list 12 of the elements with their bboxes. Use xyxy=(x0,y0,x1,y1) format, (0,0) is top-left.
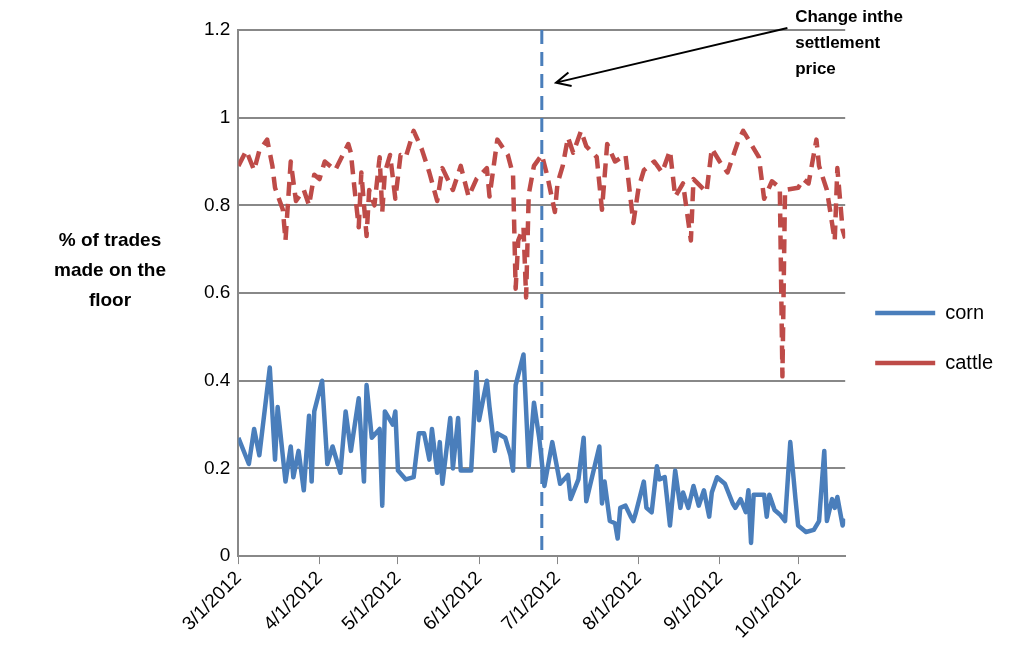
y-tick-label: 1.2 xyxy=(203,18,231,40)
y-axis-title: % of trades made on the floor xyxy=(53,228,167,312)
legend-label: cattle xyxy=(945,350,994,373)
y-tick-label: 1 xyxy=(219,105,231,127)
y-tick-label: 0 xyxy=(219,544,231,566)
y-tick-label: 0.4 xyxy=(203,368,231,390)
legend-label: corn xyxy=(945,300,985,323)
line-series xyxy=(238,128,846,379)
annotation: Change inthe settlement price xyxy=(795,6,904,80)
y-tick-label: 0.6 xyxy=(203,281,231,303)
y-tick-label: 0.8 xyxy=(203,193,231,215)
y-tick-label: 0.2 xyxy=(203,456,231,478)
